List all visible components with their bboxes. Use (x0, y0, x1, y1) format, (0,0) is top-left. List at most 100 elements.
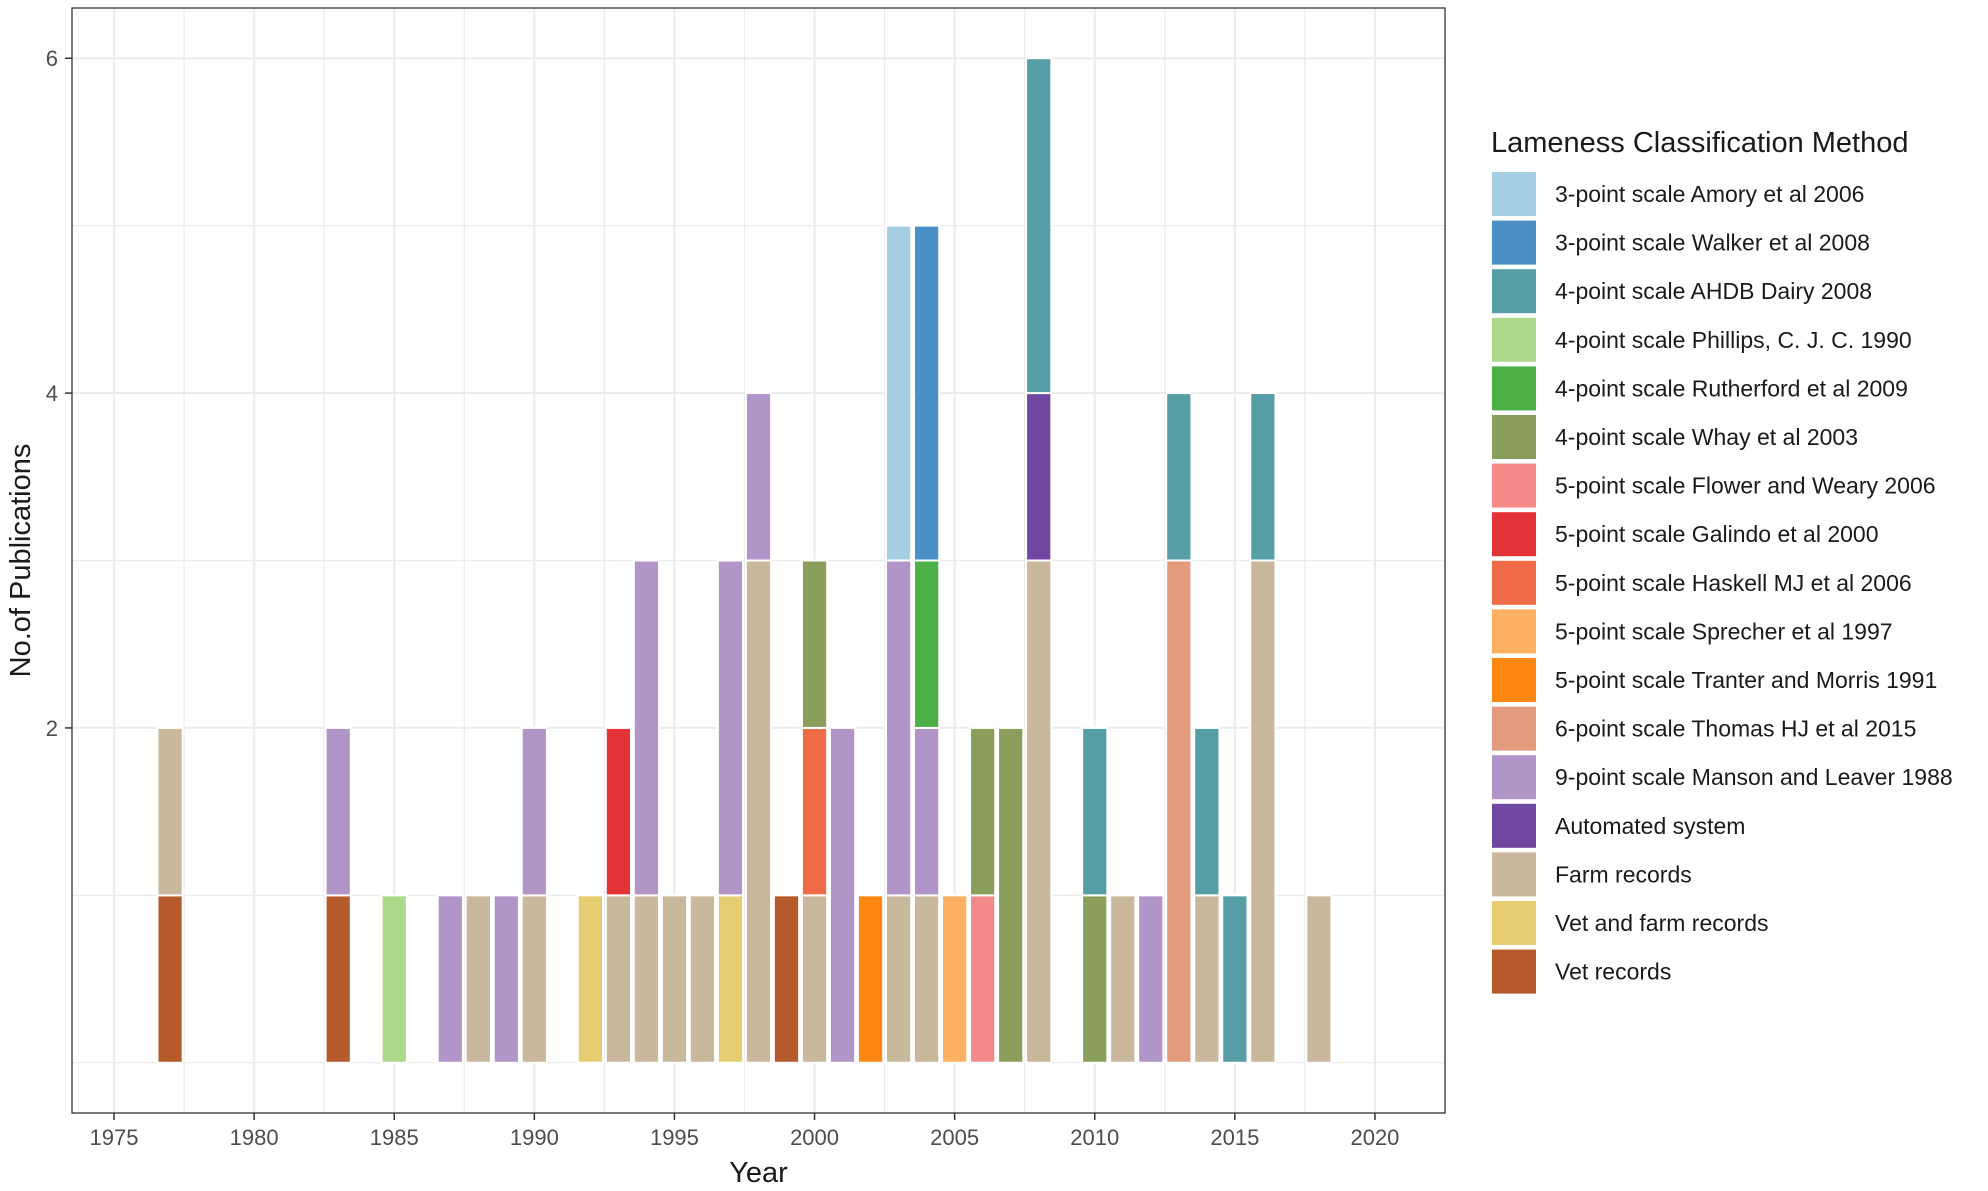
legend-label-vet-and-farm-records: Vet and farm records (1555, 910, 1769, 936)
bar-segment-2007-4-point-scale-whay-et-al-2003 (997, 726, 1025, 1064)
legend-swatch-5-point-scale-flower-and-weary-2006 (1492, 463, 1536, 508)
legend-label-4-point-scale-rutherford-et-al-2009: 4-point scale Rutherford et al 2009 (1555, 375, 1908, 401)
legend-label-6-point-scale-thomas-hj-et-al-2015: 6-point scale Thomas HJ et al 2015 (1555, 716, 1916, 742)
legend-swatch-4-point-scale-ahdb-dairy-2008 (1492, 269, 1536, 314)
bar-segment-2013-4-point-scale-ahdb-dairy-2008 (1165, 392, 1193, 562)
legend-swatch-5-point-scale-tranter-and-morris-1991 (1492, 658, 1536, 702)
legend-label-3-point-scale-walker-et-al-2008: 3-point scale Walker et al 2008 (1555, 230, 1870, 256)
bar-segment-1997-9-point-scale-manson-and-leaver-1988 (716, 559, 745, 897)
legend-swatch-6-point-scale-thomas-hj-et-al-2015 (1492, 706, 1536, 751)
bar-segment-2006-4-point-scale-whay-et-al-2003 (969, 726, 997, 897)
bar-segment-1993-farm-records (604, 894, 633, 1064)
bar-segment-1987-9-point-scale-manson-and-leaver-1988 (436, 894, 464, 1064)
bar-segment-1999-vet-records (772, 894, 801, 1064)
legend: Lameness Classification Method 3-point s… (1491, 127, 1953, 994)
bar-segment-2004-3-point-scale-walker-et-al-2008 (913, 224, 941, 562)
bar-segment-2016-farm-records (1249, 559, 1277, 1064)
bar-segment-1990-9-point-scale-manson-and-leaver-1988 (520, 726, 548, 897)
bar-segment-1985-4-point-scale-phillips-c-j-c-1990 (380, 894, 408, 1064)
bar-segment-2018-farm-records (1305, 894, 1333, 1064)
legend-label-5-point-scale-tranter-and-morris-1991: 5-point scale Tranter and Morris 1991 (1555, 667, 1937, 693)
bar-segment-2015-4-point-scale-ahdb-dairy-2008 (1221, 894, 1249, 1064)
y-axis-title: No.of Publications (5, 444, 37, 678)
legend-label-vet-records: Vet records (1555, 959, 1671, 985)
bar-segment-1995-farm-records (660, 894, 689, 1064)
legend-swatch-3-point-scale-amory-et-al-2006 (1492, 172, 1536, 216)
legend-swatch-5-point-scale-galindo-et-al-2000 (1492, 512, 1536, 557)
bar-segment-2005-5-point-scale-sprecher-et-al-1997 (941, 894, 969, 1064)
bar-segment-1989-9-point-scale-manson-and-leaver-1988 (492, 894, 520, 1064)
legend-swatch-vet-records (1492, 949, 1536, 994)
y-tick-label: 4 (46, 381, 58, 406)
x-tick-label: 1980 (230, 1125, 279, 1150)
legend-swatch-farm-records (1492, 852, 1536, 897)
bar-segment-2004-farm-records (913, 894, 941, 1064)
bar-segment-2002-5-point-scale-tranter-and-morris-1991 (856, 894, 885, 1064)
x-axis-title: Year (729, 1157, 788, 1189)
x-tick-label: 1990 (510, 1125, 559, 1150)
legend-swatch-3-point-scale-walker-et-al-2008 (1492, 220, 1536, 265)
bar-segment-1996-farm-records (688, 894, 717, 1064)
legend-swatch-4-point-scale-phillips-c-j-c-1990 (1492, 317, 1536, 362)
bar-segment-1977-farm-records (156, 726, 184, 897)
legend-swatch-automated-system (1492, 803, 1536, 848)
legend-label-automated-system: Automated system (1555, 813, 1745, 839)
bar-segment-2000-farm-records (800, 894, 829, 1064)
bar-segment-1993-5-point-scale-galindo-et-al-2000 (604, 726, 633, 897)
legend-label-5-point-scale-sprecher-et-al-1997: 5-point scale Sprecher et al 1997 (1555, 618, 1893, 644)
legend-swatch-9-point-scale-manson-and-leaver-1988 (1492, 755, 1536, 800)
legend-label-4-point-scale-whay-et-al-2003: 4-point scale Whay et al 2003 (1555, 424, 1858, 450)
bar-segment-2013-6-point-scale-thomas-hj-et-al-2015 (1165, 559, 1193, 1064)
legend-label-5-point-scale-flower-and-weary-2006: 5-point scale Flower and Weary 2006 (1555, 473, 1936, 499)
bar-segment-2008-farm-records (1025, 559, 1053, 1064)
legend-label-5-point-scale-haskell-mj-et-al-2006: 5-point scale Haskell MJ et al 2006 (1555, 570, 1912, 596)
bar-segment-2004-4-point-scale-rutherford-et-al-2009 (913, 559, 941, 729)
bar-segment-2010-4-point-scale-whay-et-al-2003 (1081, 894, 1109, 1064)
legend-swatch-4-point-scale-rutherford-et-al-2009 (1492, 366, 1536, 411)
bar-segment-2012-9-point-scale-manson-and-leaver-1988 (1137, 894, 1165, 1064)
bar-segment-2006-5-point-scale-flower-and-weary-2006 (969, 894, 997, 1064)
bar-segment-1994-farm-records (632, 894, 661, 1064)
axes: 1975 1980 1985 1990 1995 2000 2005 2010 2015 2020… (46, 46, 1400, 1150)
legend-swatch-5-point-scale-sprecher-et-al-1997 (1492, 609, 1536, 654)
legend-swatch-5-point-scale-haskell-mj-et-al-2006 (1492, 560, 1536, 605)
bar-segment-2008-4-point-scale-ahdb-dairy-2008 (1025, 57, 1053, 395)
bar-segment-1988-farm-records (464, 894, 492, 1064)
bar-segment-2014-farm-records (1193, 894, 1221, 1064)
bar-segment-1994-9-point-scale-manson-and-leaver-1988 (632, 559, 661, 897)
legend-label-4-point-scale-phillips-c-j-c-1990: 4-point scale Phillips, C. J. C. 1990 (1555, 327, 1912, 353)
bar-segment-1983-9-point-scale-manson-and-leaver-1988 (324, 726, 352, 897)
bar-segment-2014-4-point-scale-ahdb-dairy-2008 (1193, 726, 1221, 897)
y-tick-label: 6 (46, 46, 58, 71)
bar-segment-1997-vet-and-farm-records (716, 894, 745, 1064)
legend-label-3-point-scale-amory-et-al-2006: 3-point scale Amory et al 2006 (1555, 181, 1864, 207)
legend-swatch-vet-and-farm-records (1492, 901, 1536, 945)
bar-segment-2003-3-point-scale-amory-et-al-2006 (884, 224, 913, 562)
bar-segment-2016-4-point-scale-ahdb-dairy-2008 (1249, 392, 1277, 562)
x-tick-label: 1975 (90, 1125, 139, 1150)
x-tick-label: 2015 (1210, 1125, 1259, 1150)
bar-segment-2011-farm-records (1109, 894, 1137, 1064)
bar-segment-1992-vet-and-farm-records (576, 894, 604, 1064)
bar-segment-2003-farm-records (884, 894, 913, 1064)
legend-label-farm-records: Farm records (1555, 861, 1692, 887)
x-tick-label: 2020 (1350, 1125, 1399, 1150)
bar-segment-2004-9-point-scale-manson-and-leaver-1988 (913, 726, 941, 897)
legend-title: Lameness Classification Method (1491, 127, 1908, 159)
x-tick-label: 1985 (370, 1125, 419, 1150)
bar-segment-1998-9-point-scale-manson-and-leaver-1988 (744, 392, 773, 562)
bar-segment-2001-9-point-scale-manson-and-leaver-1988 (828, 726, 857, 1064)
bar-segment-1983-vet-records (324, 894, 352, 1064)
bar-segment-1990-farm-records (520, 894, 548, 1064)
x-tick-label: 1995 (650, 1125, 699, 1150)
legend-label-9-point-scale-manson-and-leaver-1988: 9-point scale Manson and Leaver 1988 (1555, 764, 1953, 790)
x-tick-label: 2000 (790, 1125, 839, 1150)
bar-segment-2003-9-point-scale-manson-and-leaver-1988 (884, 559, 913, 897)
bar-segment-2010-4-point-scale-ahdb-dairy-2008 (1081, 726, 1109, 897)
x-tick-label: 2005 (930, 1125, 979, 1150)
legend-swatch-4-point-scale-whay-et-al-2003 (1492, 415, 1536, 459)
bar-segment-2000-4-point-scale-whay-et-al-2003 (800, 559, 829, 729)
legend-label-5-point-scale-galindo-et-al-2000: 5-point scale Galindo et al 2000 (1555, 521, 1879, 547)
bar-layer (156, 57, 1333, 1064)
